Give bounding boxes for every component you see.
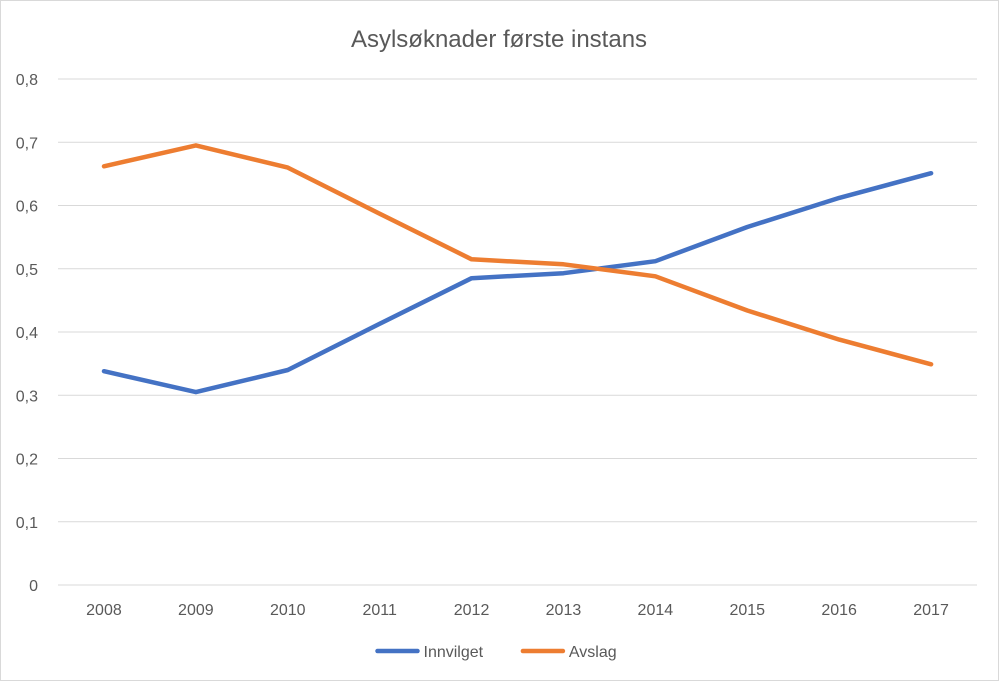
legend-label-innvilget: Innvilget [424,644,484,661]
x-tick-label: 2009 [178,602,214,619]
x-tick-label: 2008 [86,602,122,619]
x-tick-label: 2010 [270,602,306,619]
series-line-innvilget [101,170,934,395]
x-axis-ticks: 2008 2009 2010 2011 2012 2013 2014 2015 2016 2017 [86,602,949,619]
x-tick-label: 2015 [729,602,765,619]
y-tick-label: 0,1 [16,515,38,532]
legend-label-avslag: Avslag [569,644,617,661]
x-tick-label: 2012 [454,602,490,619]
y-tick-label: 0 [29,578,38,595]
gridlines [58,78,977,586]
y-tick-label: 0,2 [16,452,38,469]
series-lines [101,143,934,395]
y-tick-label: 0,8 [16,72,38,89]
y-tick-label: 0,7 [16,135,38,152]
y-tick-label: 0,5 [16,262,38,279]
x-tick-label: 2016 [821,602,857,619]
legend: Innvilget Avslag [375,644,617,661]
y-axis-ticks: 0 0,1 0,2 0,3 0,4 0,5 0,6 0,7 0,8 [16,72,38,595]
x-tick-label: 2014 [638,602,674,619]
chart-title: Asylsøknader første instans [351,26,647,53]
series-line-avslag [101,143,934,367]
y-tick-label: 0,6 [16,199,38,216]
x-tick-label: 2013 [546,602,582,619]
x-tick-label: 2011 [362,602,397,619]
y-tick-label: 0,3 [16,388,38,405]
y-tick-label: 0,4 [16,325,38,342]
x-tick-label: 2017 [913,602,949,619]
